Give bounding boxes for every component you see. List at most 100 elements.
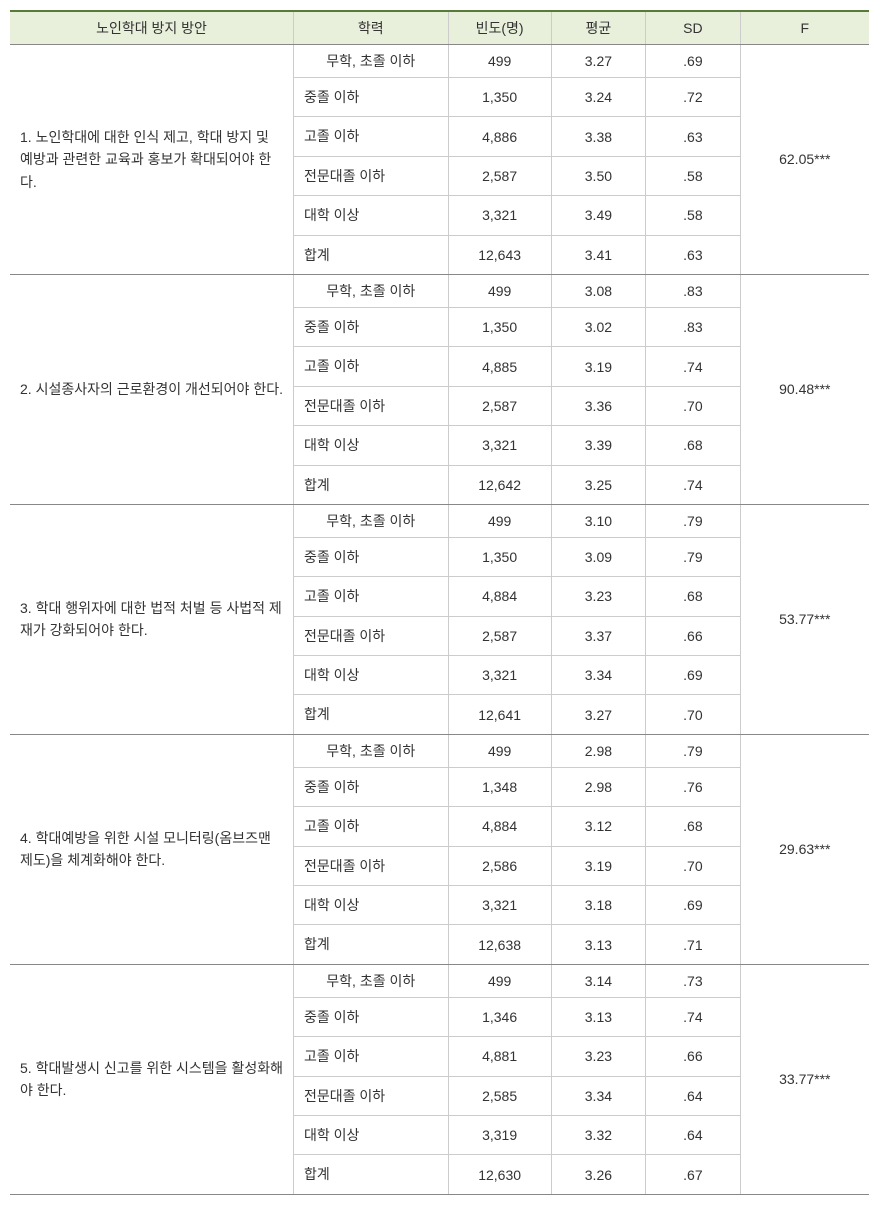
frequency-cell: 1,350 xyxy=(448,78,551,117)
education-cell: 중졸 이하 xyxy=(293,767,448,806)
sd-cell: .74 xyxy=(646,997,740,1036)
frequency-cell: 1,350 xyxy=(448,307,551,346)
mean-cell: 3.13 xyxy=(551,997,645,1036)
mean-cell: 3.19 xyxy=(551,347,645,386)
item-label-cell: 4. 학대예방을 위한 시설 모니터링(옴브즈맨제도)을 체계화해야 한다. xyxy=(10,734,293,964)
mean-cell: 3.12 xyxy=(551,807,645,846)
abuse-prevention-table: 노인학대 방지 방안 학력 빈도(명) 평균 SD F 1. 노인학대에 대한 … xyxy=(10,10,869,1195)
sd-cell: .66 xyxy=(646,616,740,655)
mean-cell: 3.24 xyxy=(551,78,645,117)
frequency-cell: 12,641 xyxy=(448,695,551,734)
frequency-cell: 12,630 xyxy=(448,1155,551,1194)
sd-cell: .69 xyxy=(646,45,740,78)
sd-cell: .64 xyxy=(646,1115,740,1154)
sd-cell: .79 xyxy=(646,734,740,767)
table-row: 1. 노인학대에 대한 인식 제고, 학대 방지 및 예방과 관련한 교육과 홍… xyxy=(10,45,869,78)
header-item: 노인학대 방지 방안 xyxy=(10,11,293,45)
header-f: F xyxy=(740,11,869,45)
mean-cell: 3.09 xyxy=(551,537,645,576)
frequency-cell: 12,643 xyxy=(448,235,551,274)
frequency-cell: 4,884 xyxy=(448,807,551,846)
frequency-cell: 1,348 xyxy=(448,767,551,806)
table-row: 3. 학대 행위자에 대한 법적 처벌 등 사법적 제재가 강화되어야 한다.무… xyxy=(10,504,869,537)
f-value-cell: 33.77*** xyxy=(740,964,869,1194)
education-cell: 전문대졸 이하 xyxy=(293,846,448,885)
frequency-cell: 3,321 xyxy=(448,886,551,925)
header-mean: 평균 xyxy=(551,11,645,45)
mean-cell: 3.23 xyxy=(551,577,645,616)
f-value-cell: 90.48*** xyxy=(740,274,869,504)
education-cell: 전문대졸 이하 xyxy=(293,616,448,655)
mean-cell: 3.37 xyxy=(551,616,645,655)
education-cell: 고졸 이하 xyxy=(293,1037,448,1076)
education-cell: 중졸 이하 xyxy=(293,78,448,117)
sd-cell: .74 xyxy=(646,465,740,504)
education-cell: 무학, 초졸 이하 xyxy=(293,274,448,307)
sd-cell: .63 xyxy=(646,117,740,156)
education-cell: 전문대졸 이하 xyxy=(293,386,448,425)
frequency-cell: 2,587 xyxy=(448,386,551,425)
sd-cell: .83 xyxy=(646,307,740,346)
education-cell: 전문대졸 이하 xyxy=(293,1076,448,1115)
f-value-cell: 62.05*** xyxy=(740,45,869,275)
mean-cell: 3.27 xyxy=(551,695,645,734)
frequency-cell: 499 xyxy=(448,45,551,78)
item-label-cell: 3. 학대 행위자에 대한 법적 처벌 등 사법적 제재가 강화되어야 한다. xyxy=(10,504,293,734)
frequency-cell: 4,886 xyxy=(448,117,551,156)
sd-cell: .71 xyxy=(646,925,740,964)
sd-cell: .79 xyxy=(646,504,740,537)
education-cell: 합계 xyxy=(293,925,448,964)
sd-cell: .79 xyxy=(646,537,740,576)
frequency-cell: 499 xyxy=(448,274,551,307)
frequency-cell: 499 xyxy=(448,734,551,767)
education-cell: 대학 이상 xyxy=(293,656,448,695)
mean-cell: 3.10 xyxy=(551,504,645,537)
frequency-cell: 2,586 xyxy=(448,846,551,885)
frequency-cell: 499 xyxy=(448,504,551,537)
education-cell: 중졸 이하 xyxy=(293,537,448,576)
education-cell: 대학 이상 xyxy=(293,886,448,925)
frequency-cell: 12,638 xyxy=(448,925,551,964)
sd-cell: .68 xyxy=(646,426,740,465)
frequency-cell: 12,642 xyxy=(448,465,551,504)
sd-cell: .66 xyxy=(646,1037,740,1076)
sd-cell: .70 xyxy=(646,695,740,734)
education-cell: 무학, 초졸 이하 xyxy=(293,964,448,997)
education-cell: 고졸 이하 xyxy=(293,347,448,386)
f-value-cell: 29.63*** xyxy=(740,734,869,964)
frequency-cell: 1,350 xyxy=(448,537,551,576)
frequency-cell: 3,321 xyxy=(448,656,551,695)
frequency-cell: 3,321 xyxy=(448,196,551,235)
table-row: 4. 학대예방을 위한 시설 모니터링(옴브즈맨제도)을 체계화해야 한다.무학… xyxy=(10,734,869,767)
frequency-cell: 2,585 xyxy=(448,1076,551,1115)
table-row: 5. 학대발생시 신고를 위한 시스템을 활성화해야 한다.무학, 초졸 이하4… xyxy=(10,964,869,997)
sd-cell: .72 xyxy=(646,78,740,117)
frequency-cell: 2,587 xyxy=(448,156,551,195)
mean-cell: 3.13 xyxy=(551,925,645,964)
sd-cell: .67 xyxy=(646,1155,740,1194)
education-cell: 고졸 이하 xyxy=(293,807,448,846)
mean-cell: 3.19 xyxy=(551,846,645,885)
mean-cell: 3.26 xyxy=(551,1155,645,1194)
mean-cell: 3.08 xyxy=(551,274,645,307)
education-cell: 합계 xyxy=(293,1155,448,1194)
frequency-cell: 2,587 xyxy=(448,616,551,655)
education-cell: 합계 xyxy=(293,465,448,504)
education-cell: 고졸 이하 xyxy=(293,117,448,156)
mean-cell: 3.34 xyxy=(551,656,645,695)
mean-cell: 3.23 xyxy=(551,1037,645,1076)
sd-cell: .73 xyxy=(646,964,740,997)
mean-cell: 3.34 xyxy=(551,1076,645,1115)
item-label-cell: 5. 학대발생시 신고를 위한 시스템을 활성화해야 한다. xyxy=(10,964,293,1194)
sd-cell: .69 xyxy=(646,656,740,695)
item-label-cell: 1. 노인학대에 대한 인식 제고, 학대 방지 및 예방과 관련한 교육과 홍… xyxy=(10,45,293,275)
sd-cell: .70 xyxy=(646,846,740,885)
table-header-row: 노인학대 방지 방안 학력 빈도(명) 평균 SD F xyxy=(10,11,869,45)
education-cell: 고졸 이하 xyxy=(293,577,448,616)
frequency-cell: 4,885 xyxy=(448,347,551,386)
education-cell: 무학, 초졸 이하 xyxy=(293,504,448,537)
mean-cell: 3.27 xyxy=(551,45,645,78)
sd-cell: .69 xyxy=(646,886,740,925)
education-cell: 대학 이상 xyxy=(293,426,448,465)
mean-cell: 3.49 xyxy=(551,196,645,235)
